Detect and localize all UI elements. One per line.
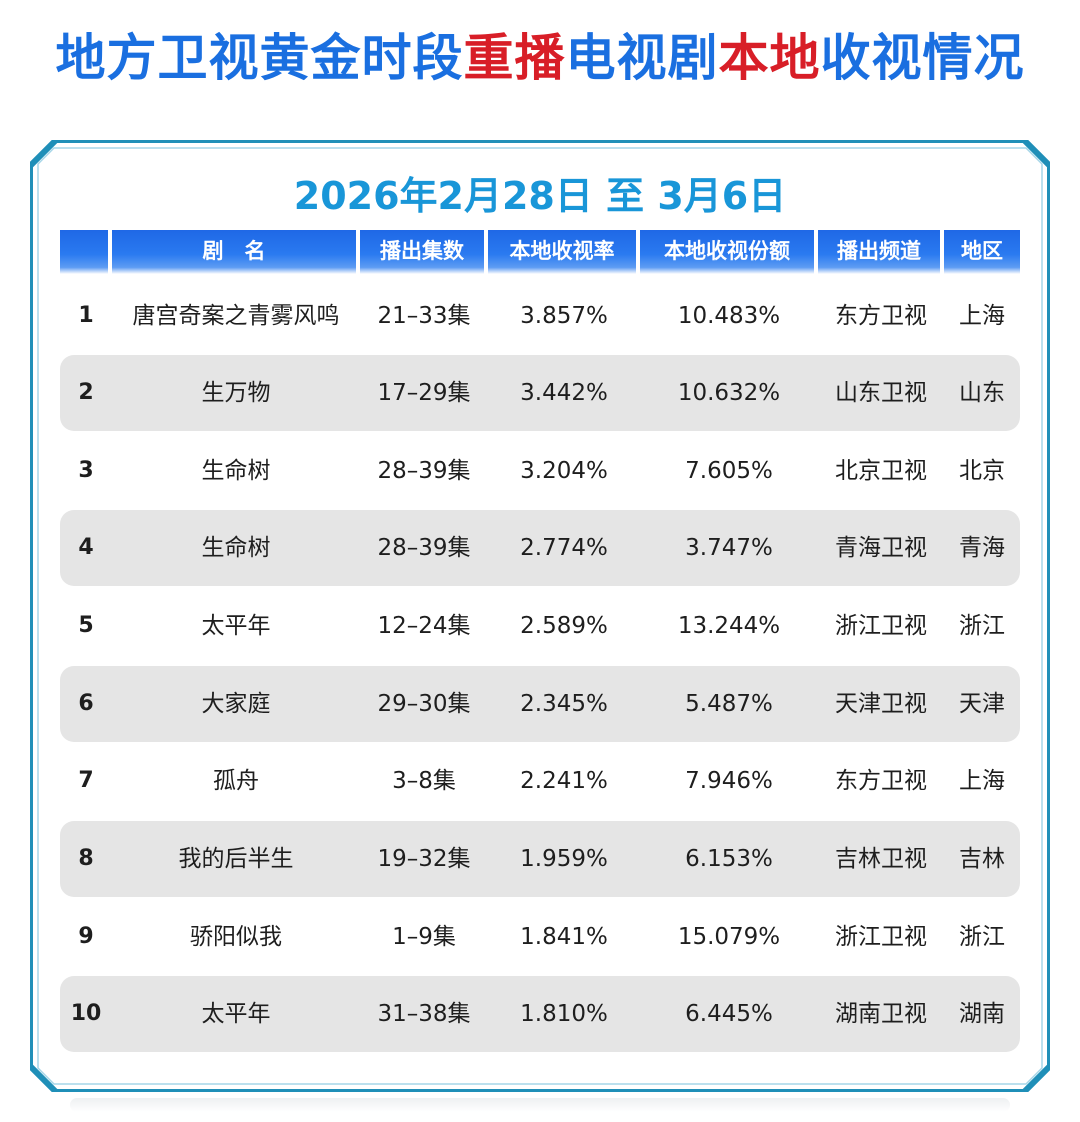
table-row: 6 大家庭 29–30集 2.345% 5.487% 天津卫视 天津 [60, 666, 1020, 742]
channel-cell: 山东卫视 [835, 380, 927, 406]
drama-name-cell: 生命树 [201, 535, 271, 561]
region-cell: 吉林 [959, 846, 1005, 872]
episodes-cell: 3–8集 [392, 768, 456, 794]
region-cell: 青海 [959, 535, 1005, 561]
region-cell: 湖南 [959, 1001, 1005, 1027]
rank-cell: 1 [78, 303, 94, 328]
table-row: 7 孤舟 3–8集 2.241% 7.946% 东方卫视 上海 [60, 743, 1020, 819]
share-cell: 5.487% [685, 691, 773, 717]
rating-cell: 3.204% [520, 458, 608, 484]
rating-cell: 3.442% [520, 380, 608, 406]
share-cell: 13.244% [677, 613, 781, 639]
episodes-cell: 1–9集 [392, 924, 456, 950]
title-segment: 电视剧 [565, 29, 719, 87]
channel-cell: 北京卫视 [835, 458, 927, 484]
rank-cell: 9 [78, 924, 94, 949]
date-range: 2026年2月28日 至 3月6日 [293, 174, 787, 218]
page-title: 地方卫视黄金时段重播电视剧本地收视情况 [0, 22, 1080, 94]
rating-cell: 3.857% [520, 303, 608, 329]
rating-cell: 2.774% [520, 535, 608, 561]
table-header: 剧 名 播出集数 本地收视率 本地收视份额 播出频道 地区 [60, 230, 1020, 274]
region-cell: 山东 [959, 380, 1005, 406]
share-cell: 6.153% [685, 846, 773, 872]
channel-cell: 东方卫视 [835, 303, 927, 329]
column-header-episodes: 播出集数 [360, 230, 484, 274]
drama-name-cell: 我的后半生 [178, 846, 294, 872]
episodes-cell: 21–33集 [377, 303, 471, 329]
channel-cell: 东方卫视 [835, 768, 927, 794]
share-cell: 15.079% [677, 924, 781, 950]
channel-cell: 湖南卫视 [835, 1001, 927, 1027]
column-header-channel: 播出频道 [818, 230, 940, 274]
rating-cell: 2.345% [520, 691, 608, 717]
channel-cell: 天津卫视 [835, 691, 927, 717]
table-row: 8 我的后半生 19–32集 1.959% 6.153% 吉林卫视 吉林 [60, 821, 1020, 897]
channel-cell: 青海卫视 [835, 535, 927, 561]
drama-name-cell: 唐宫奇案之青雾风鸣 [132, 303, 340, 329]
rating-cell: 2.241% [520, 768, 608, 794]
title-segment-highlight: 本地 [718, 29, 821, 87]
episodes-cell: 31–38集 [377, 1001, 471, 1027]
episodes-cell: 29–30集 [377, 691, 471, 717]
share-cell: 10.632% [677, 380, 781, 406]
region-cell: 上海 [959, 303, 1005, 329]
region-cell: 天津 [959, 691, 1005, 717]
column-header-region: 地区 [944, 230, 1020, 274]
drama-name-cell: 孤舟 [213, 768, 259, 794]
table-row: 1 唐宫奇案之青雾风鸣 21–33集 3.857% 10.483% 东方卫视 上… [60, 278, 1020, 354]
region-cell: 北京 [959, 458, 1005, 484]
table-row: 9 骄阳似我 1–9集 1.841% 15.079% 浙江卫视 浙江 [60, 899, 1020, 975]
rank-cell: 8 [78, 846, 94, 871]
table-row: 2 生万物 17–29集 3.442% 10.632% 山东卫视 山东 [60, 355, 1020, 431]
share-cell: 10.483% [677, 303, 781, 329]
channel-cell: 浙江卫视 [835, 613, 927, 639]
table-row: 10 太平年 31–38集 1.810% 6.445% 湖南卫视 湖南 [60, 976, 1020, 1052]
episodes-cell: 28–39集 [377, 458, 471, 484]
region-cell: 浙江 [959, 924, 1005, 950]
episodes-cell: 17–29集 [377, 380, 471, 406]
frame-inner-line [37, 147, 1043, 1085]
rank-cell: 3 [78, 458, 94, 483]
episodes-cell: 12–24集 [377, 613, 471, 639]
rank-cell: 6 [78, 691, 94, 716]
table-row: 5 太平年 12–24集 2.589% 13.244% 浙江卫视 浙江 [60, 588, 1020, 664]
table-row: 3 生命树 28–39集 3.204% 7.605% 北京卫视 北京 [60, 433, 1020, 509]
episodes-cell: 19–32集 [377, 846, 471, 872]
episodes-cell: 28–39集 [377, 535, 471, 561]
drama-name-cell: 骄阳似我 [190, 924, 282, 950]
rating-cell: 1.959% [520, 846, 608, 872]
drama-name-cell: 太平年 [201, 1001, 271, 1027]
column-header-rating: 本地收视率 [488, 230, 636, 274]
drama-name-cell: 生命树 [201, 458, 271, 484]
card-bottom-shadow [70, 1098, 1010, 1112]
share-cell: 7.605% [685, 458, 773, 484]
drama-name-cell: 生万物 [201, 380, 271, 406]
rank-cell: 2 [78, 380, 94, 405]
share-cell: 6.445% [685, 1001, 773, 1027]
region-cell: 浙江 [959, 613, 1005, 639]
rank-cell: 10 [70, 1001, 102, 1026]
column-header-share: 本地收视份额 [640, 230, 814, 274]
table-row: 4 生命树 28–39集 2.774% 3.747% 青海卫视 青海 [60, 510, 1020, 586]
rating-cell: 1.810% [520, 1001, 608, 1027]
channel-cell: 浙江卫视 [835, 924, 927, 950]
drama-name-cell: 大家庭 [201, 691, 271, 717]
rank-cell: 7 [78, 768, 94, 793]
rank-cell: 5 [78, 613, 94, 638]
rank-cell: 4 [78, 535, 94, 560]
share-cell: 7.946% [685, 768, 773, 794]
title-segment: 地方卫视黄金时段 [55, 29, 464, 87]
rating-cell: 1.841% [520, 924, 608, 950]
column-header-rank [60, 230, 108, 274]
rating-cell: 2.589% [520, 613, 608, 639]
column-header-name: 剧 名 [112, 230, 356, 274]
drama-name-cell: 太平年 [201, 613, 271, 639]
title-segment: 收视情况 [820, 29, 1025, 87]
share-cell: 3.747% [685, 535, 773, 561]
region-cell: 上海 [959, 768, 1005, 794]
title-segment-highlight: 重播 [463, 29, 566, 87]
channel-cell: 吉林卫视 [835, 846, 927, 872]
